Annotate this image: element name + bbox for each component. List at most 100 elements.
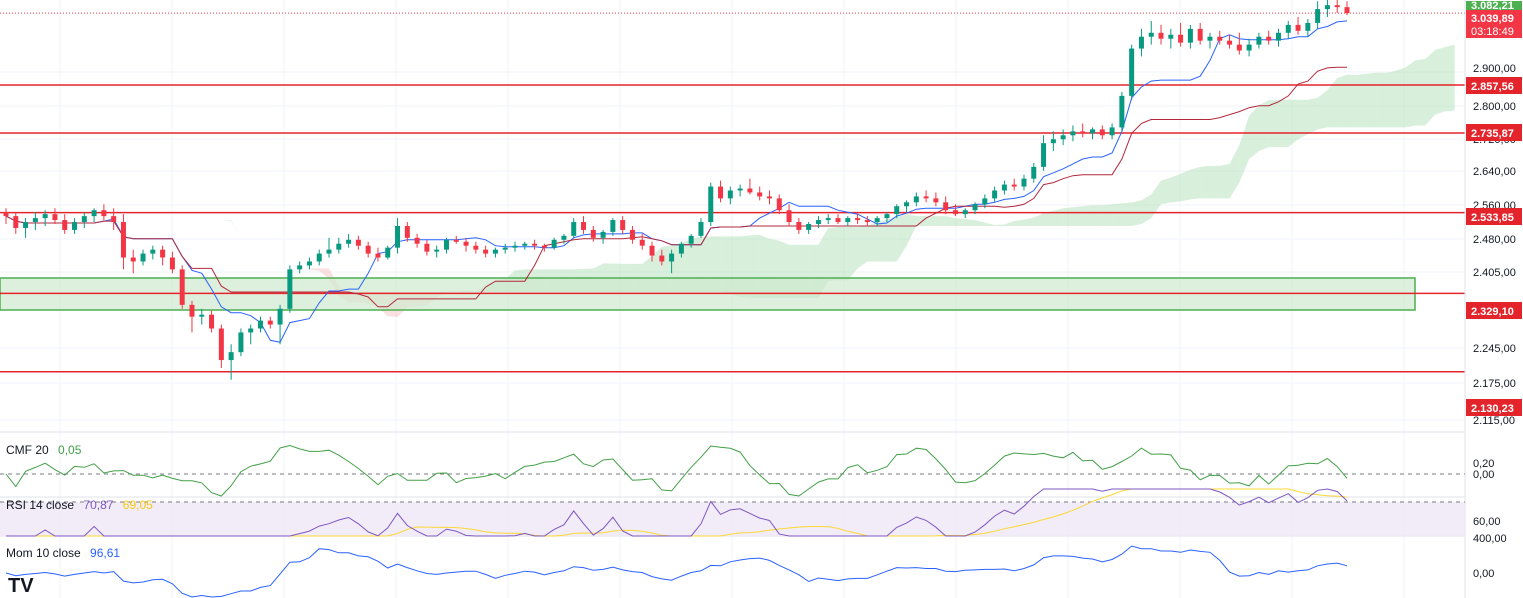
candle [209,314,215,329]
cloud-segment [994,224,1005,226]
cloud-segment [1004,221,1015,226]
cloud-segment [838,226,848,281]
tradingview-logo[interactable]: TV [8,575,34,597]
cmf-tick: 0,00 [1473,469,1494,481]
candle [1011,184,1017,187]
cloud-segment [945,216,956,226]
cmf-pane [0,444,1465,497]
candle [1285,24,1291,33]
axis-tick: 2.800,00 [1473,101,1516,113]
cloud-segment [1033,213,1044,226]
cloud-segment [965,219,976,226]
rsi-legend[interactable]: RSI 14 close 70,87 69,05 [6,498,153,512]
cloud-segment [1376,72,1387,128]
candle [904,202,910,207]
candle [238,332,244,353]
cloud-segment [1435,47,1445,115]
cloud-segment [1249,105,1259,159]
cloud-segment [1170,173,1181,203]
candle [1070,131,1076,136]
cloud-segment [1151,180,1162,219]
level-label: 2.533,85 [1466,208,1522,225]
candle [42,214,48,219]
candlestick-series [3,0,1350,380]
cloud-segment [847,226,858,281]
candle [336,243,342,250]
candle [972,204,978,211]
level-label: 2.130,23 [1466,399,1522,416]
candle [913,196,919,203]
cloud-segment [1229,145,1240,199]
cloud-segment [1347,74,1357,128]
cloud-segment [221,220,232,222]
candle [228,352,234,361]
candle [610,220,616,232]
candle [1236,44,1242,51]
level-label: 2.329,10 [1466,302,1522,319]
cloud-segment [828,226,839,282]
price-axis[interactable]: 2.900,00 2.800,00 2.720,00 2.640,00 2.56… [1473,63,1516,580]
cloud-segment [906,214,917,246]
candle [1041,143,1047,167]
svg-text:2.130,23: 2.130,23 [1471,403,1514,415]
candle [766,196,772,199]
cloud-segment [1425,50,1436,126]
level-label: 2.735,87 [1466,124,1522,141]
candle [179,269,185,305]
candle [1090,129,1096,134]
candle [1256,36,1262,45]
level-label: 2.857,56 [1466,77,1522,94]
cloud-segment [1112,203,1122,226]
cloud-segment [309,268,320,271]
candle [355,239,361,246]
kijun-line [5,66,1347,308]
svg-text:3.082,21: 3.082,21 [1471,0,1514,12]
candle [796,222,802,230]
candle [395,225,401,248]
candle [453,239,459,242]
candle [952,210,958,215]
cloud-segment [1239,115,1250,183]
candle [218,328,224,361]
candle [52,214,58,221]
cloud-segment [886,217,897,262]
candle [669,253,675,262]
cloud-segment [1190,166,1201,200]
candle [169,257,175,270]
candle [561,235,567,240]
candle [120,222,126,258]
candle [150,249,156,254]
cloud-segment [1063,207,1073,226]
cloud-segment [857,225,868,269]
svg-text:2.533,85: 2.533,85 [1471,212,1514,224]
candle [718,186,724,199]
cloud-segment [1288,99,1299,148]
cloud-segment [211,221,222,224]
candle [698,222,704,236]
cloud-segment [289,238,300,257]
candle [943,202,949,211]
cloud-segment [1053,208,1064,226]
cloud-segment [1082,205,1093,226]
candle [1138,36,1144,49]
candle [414,237,420,244]
cloud-segment [955,218,966,226]
candle [600,231,606,238]
mom-legend[interactable]: Mom 10 close 96,61 [6,546,120,560]
cloud-segment [133,221,144,224]
candle [3,212,9,217]
candle [874,218,880,223]
cloud-segment [231,220,241,237]
cloud-segment [1092,205,1103,226]
price-label-top: 3.082,21 [1466,0,1522,12]
cloud-segment [1444,44,1455,112]
candle [1324,5,1330,10]
cloud-segment [1298,99,1308,140]
cmf-legend[interactable]: CMF 20 0,05 [6,443,82,457]
axis-tick: 2.900,00 [1473,63,1516,75]
candle [659,255,665,262]
candle [786,210,792,223]
cloud-segment [1268,99,1279,148]
candle [864,220,870,223]
